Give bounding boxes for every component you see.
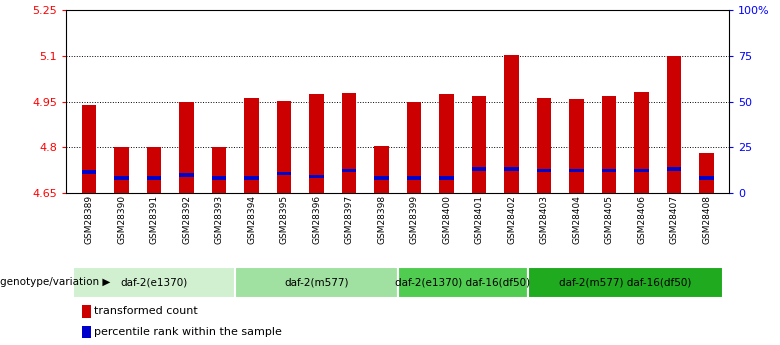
Bar: [472, 96, 487, 193]
Text: GSM28408: GSM28408: [702, 195, 711, 244]
Text: GSM28393: GSM28393: [215, 195, 224, 245]
Text: GSM28405: GSM28405: [604, 195, 614, 244]
Bar: [472, 167, 487, 171]
Text: GSM28400: GSM28400: [442, 195, 451, 244]
Text: GSM28402: GSM28402: [507, 195, 516, 244]
Bar: [244, 176, 259, 180]
Bar: [147, 147, 161, 193]
Text: percentile rank within the sample: percentile rank within the sample: [94, 327, 282, 337]
Bar: [342, 168, 356, 172]
Bar: [374, 146, 389, 193]
Bar: [82, 106, 97, 193]
Bar: [634, 92, 649, 193]
Bar: [406, 176, 421, 180]
Bar: [667, 167, 682, 171]
Bar: [537, 168, 551, 172]
Text: daf-2(e1370) daf-16(df50): daf-2(e1370) daf-16(df50): [395, 277, 530, 287]
Bar: [504, 55, 519, 193]
Bar: [179, 173, 194, 177]
Bar: [114, 148, 129, 193]
Bar: [374, 176, 389, 180]
Bar: [537, 98, 551, 193]
Bar: [504, 167, 519, 171]
Bar: [342, 93, 356, 193]
Bar: [179, 102, 194, 193]
Bar: [114, 176, 129, 180]
Text: GSM28403: GSM28403: [540, 195, 548, 244]
Bar: [569, 168, 584, 172]
Text: daf-2(m577): daf-2(m577): [284, 277, 349, 287]
Bar: [309, 175, 324, 178]
Text: GSM28395: GSM28395: [279, 195, 289, 245]
Text: daf-2(e1370): daf-2(e1370): [120, 277, 188, 287]
Bar: [699, 153, 714, 193]
Text: GSM28392: GSM28392: [182, 195, 191, 244]
Bar: [82, 170, 97, 174]
Bar: [211, 176, 226, 180]
Bar: [277, 171, 292, 175]
Bar: [147, 176, 161, 180]
Bar: [699, 176, 714, 180]
Bar: [569, 99, 584, 193]
Text: GSM28401: GSM28401: [474, 195, 484, 244]
Text: GSM28390: GSM28390: [117, 195, 126, 245]
Bar: [277, 101, 292, 193]
Text: daf-2(m577) daf-16(df50): daf-2(m577) daf-16(df50): [559, 277, 692, 287]
Text: GSM28406: GSM28406: [637, 195, 646, 244]
Bar: [398, 267, 528, 298]
Bar: [211, 148, 226, 193]
Bar: [406, 102, 421, 193]
Text: GSM28394: GSM28394: [247, 195, 256, 244]
Text: GSM28398: GSM28398: [377, 195, 386, 245]
Text: GSM28389: GSM28389: [84, 195, 94, 245]
Bar: [244, 98, 259, 193]
Bar: [667, 56, 682, 193]
Text: genotype/variation ▶: genotype/variation ▶: [0, 277, 111, 287]
Bar: [601, 96, 616, 193]
Text: GSM28397: GSM28397: [345, 195, 353, 245]
Bar: [439, 176, 454, 180]
Text: GSM28391: GSM28391: [150, 195, 158, 245]
Bar: [309, 94, 324, 193]
Bar: [601, 168, 616, 172]
Bar: [528, 267, 723, 298]
Bar: [73, 267, 236, 298]
Bar: [439, 94, 454, 193]
Bar: [634, 168, 649, 172]
Text: GSM28407: GSM28407: [669, 195, 679, 244]
Text: GSM28404: GSM28404: [572, 195, 581, 244]
Text: transformed count: transformed count: [94, 306, 197, 316]
Text: GSM28399: GSM28399: [410, 195, 419, 245]
Bar: [236, 267, 398, 298]
Text: GSM28396: GSM28396: [312, 195, 321, 245]
